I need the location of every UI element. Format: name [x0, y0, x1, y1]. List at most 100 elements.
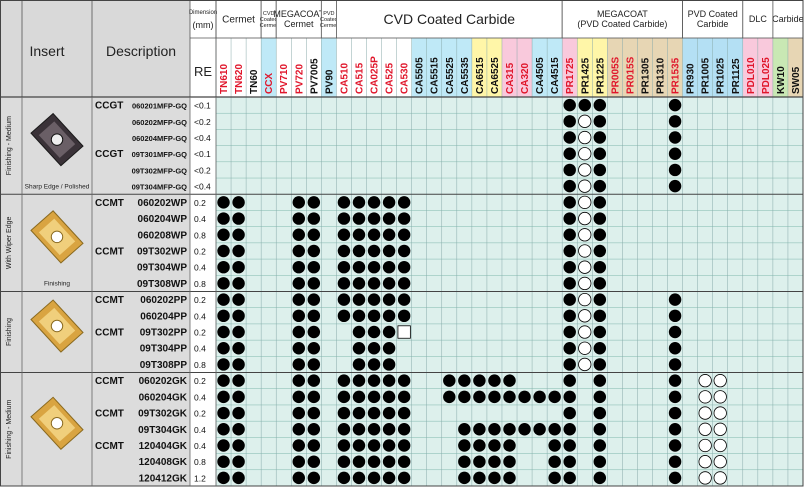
description-code: 09T304MFP-GQ [132, 183, 188, 192]
filled-dot-mark [382, 342, 396, 355]
filled-dot-mark [382, 277, 396, 290]
filled-dot-mark [292, 374, 306, 387]
description-prefix: CCMT [95, 246, 124, 257]
grade-name-label: CA5515 [430, 57, 441, 94]
filled-dot-mark [307, 471, 321, 485]
filled-dot-mark [668, 325, 682, 339]
filled-dot-mark [382, 212, 396, 225]
group-header-label: CVD [263, 11, 275, 17]
open-circle-mark [578, 325, 592, 339]
filled-dot-mark [563, 228, 576, 241]
filled-dot-mark [458, 423, 471, 436]
filled-dot-mark [593, 277, 607, 290]
filled-dot-mark [668, 358, 682, 371]
filled-dot-mark [337, 423, 351, 436]
filled-dot-mark [367, 406, 381, 420]
filled-dot-mark [593, 293, 607, 306]
filled-dot-mark [397, 260, 411, 274]
open-circle-mark [713, 455, 727, 469]
filled-dot-mark [337, 309, 351, 323]
filled-dot-mark [488, 455, 501, 468]
filled-dot-mark [382, 293, 396, 306]
description-prefix: CCGT [95, 149, 123, 160]
re-value: <0.2 [194, 165, 211, 175]
grade-header-tint [592, 38, 608, 97]
description-code: 060204WP [138, 214, 188, 225]
re-value: <0.4 [194, 133, 211, 143]
insert-caption: Finishing [44, 281, 70, 288]
filled-dot-mark [668, 342, 682, 355]
grade-name-label: SW05 [791, 66, 802, 94]
insert-caption: Sharp Edge / Polished [25, 183, 90, 190]
grade-name-label: CA025P [370, 56, 381, 94]
filled-dot-mark [292, 358, 306, 371]
filled-dot-mark [593, 325, 607, 339]
filled-dot-mark [563, 131, 576, 144]
filled-dot-mark [367, 471, 381, 485]
filled-dot-mark [292, 293, 306, 306]
filled-dot-mark [668, 390, 682, 404]
filled-dot-mark [488, 390, 501, 404]
grade-name-label: CA315 [505, 62, 516, 94]
filled-dot-mark [232, 423, 245, 436]
grade-name-label: CA530 [400, 62, 411, 94]
filled-dot-mark [563, 423, 576, 436]
filled-dot-mark [382, 390, 396, 404]
filled-dot-mark [217, 293, 230, 306]
filled-dot-mark [352, 325, 366, 339]
section-side-label: Finishing - Medium [6, 116, 13, 175]
filled-dot-mark [443, 374, 456, 387]
filled-dot-mark [232, 196, 245, 209]
filled-dot-mark [307, 260, 321, 274]
description-code: 060202PP [140, 295, 187, 306]
filled-dot-mark [217, 196, 230, 209]
filled-dot-mark [307, 325, 321, 339]
filled-dot-mark [473, 471, 486, 485]
re-value: 0.4 [194, 392, 206, 402]
filled-dot-mark [292, 423, 306, 436]
grade-header-tint [712, 38, 728, 97]
description-header: Description [106, 43, 176, 59]
filled-dot-mark [217, 244, 230, 258]
group-header-cell [561, 0, 683, 39]
filled-dot-mark [352, 374, 366, 387]
filled-dot-mark [337, 390, 351, 404]
grade-name-label: PV710 [279, 64, 290, 94]
filled-dot-mark [217, 374, 230, 387]
filled-dot-mark [563, 196, 576, 209]
grade-header-tint [411, 38, 427, 97]
left-header-bg [0, 0, 190, 97]
filled-dot-mark [367, 260, 381, 274]
open-circle-mark [713, 374, 727, 388]
filled-dot-mark [382, 228, 396, 241]
re-value: 0.8 [194, 230, 206, 240]
description-code: 09T302PP [140, 328, 188, 339]
grade-name-label: CA510 [339, 62, 350, 94]
group-header-label: (PVD Coated Carbide) [577, 19, 667, 29]
group-header-cell [215, 0, 262, 39]
insert-image [30, 299, 84, 353]
open-circle-mark [713, 438, 727, 453]
filled-dot-mark [593, 179, 607, 193]
re-value: 0.2 [194, 246, 206, 256]
filled-dot-mark [563, 374, 576, 387]
filled-dot-mark [232, 439, 245, 452]
filled-dot-mark [563, 309, 576, 323]
filled-dot-mark [397, 196, 411, 209]
filled-dot-mark [668, 439, 682, 452]
grade-name-label: PR1310 [656, 57, 667, 94]
filled-dot-mark [563, 260, 576, 274]
filled-dot-mark [367, 244, 381, 258]
grade-header-tint [501, 38, 518, 97]
filled-dot-mark [352, 471, 366, 485]
filled-dot-mark [367, 293, 381, 306]
filled-dot-mark [337, 228, 351, 241]
filled-dot-mark [563, 390, 576, 404]
description-code: 09T304GK [138, 425, 188, 436]
open-square-mark [397, 325, 411, 339]
grade-header-tint [607, 38, 623, 97]
description-code: 09T308WP [137, 279, 187, 290]
description-code: 060202MFP-GQ [132, 118, 187, 127]
open-circle-mark [578, 195, 592, 209]
